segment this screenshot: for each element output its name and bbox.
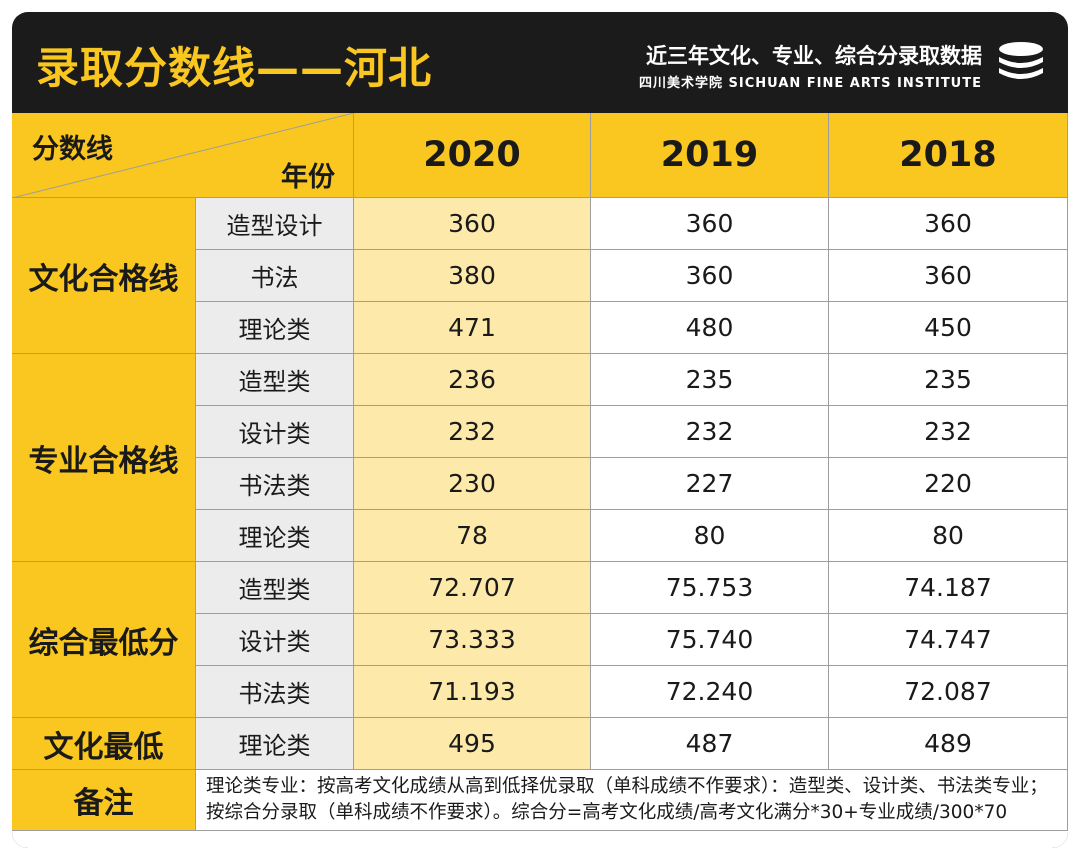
score-cell: 74.747 bbox=[829, 614, 1068, 666]
score-cell: 220 bbox=[829, 458, 1068, 510]
stacked-discs-logo-icon bbox=[999, 42, 1043, 79]
score-cell: 487 bbox=[591, 718, 829, 770]
score-cell: 489 bbox=[829, 718, 1068, 770]
score-cell: 235 bbox=[591, 354, 829, 406]
score-cell: 235 bbox=[829, 354, 1068, 406]
corner-label-year: 年份 bbox=[281, 162, 335, 193]
score-cell: 72.707 bbox=[354, 562, 591, 614]
institute-name: 四川美术学院 SICHUAN FINE ARTS INSTITUTE bbox=[639, 76, 982, 91]
row-subcategory: 书法类 bbox=[196, 666, 354, 718]
score-cell: 227 bbox=[591, 458, 829, 510]
score-cell: 230 bbox=[354, 458, 591, 510]
score-cell: 232 bbox=[829, 406, 1068, 458]
score-cell: 72.087 bbox=[829, 666, 1068, 718]
row-subcategory: 造型设计 bbox=[196, 198, 354, 250]
group-label: 文化最低 bbox=[12, 718, 196, 770]
score-card: 录取分数线——河北 近三年文化、专业、综合分录取数据 四川美术学院 SICHUA… bbox=[12, 12, 1068, 848]
row-subcategory: 造型类 bbox=[196, 354, 354, 406]
score-cell: 236 bbox=[354, 354, 591, 406]
score-cell: 80 bbox=[829, 510, 1068, 562]
row-subcategory: 理论类 bbox=[196, 302, 354, 354]
note-label: 备注 bbox=[12, 770, 196, 831]
row-subcategory: 设计类 bbox=[196, 614, 354, 666]
year-header-2019: 2019 bbox=[591, 113, 829, 198]
note-text: 理论类专业：按高考文化成绩从高到低择优录取（单科成绩不作要求）：造型类、设计类、… bbox=[196, 770, 1068, 831]
score-cell: 75.740 bbox=[591, 614, 829, 666]
score-cell: 480 bbox=[591, 302, 829, 354]
row-subcategory: 书法 bbox=[196, 250, 354, 302]
score-cell: 495 bbox=[354, 718, 591, 770]
subtitle: 近三年文化、专业、综合分录取数据 bbox=[646, 44, 982, 68]
score-cell: 360 bbox=[591, 198, 829, 250]
row-subcategory: 书法类 bbox=[196, 458, 354, 510]
score-cell: 380 bbox=[354, 250, 591, 302]
table-corner-header: 分数线 年份 bbox=[12, 113, 354, 198]
page-title: 录取分数线——河北 bbox=[36, 44, 432, 94]
header-bar: 录取分数线——河北 近三年文化、专业、综合分录取数据 四川美术学院 SICHUA… bbox=[12, 12, 1068, 112]
score-cell: 232 bbox=[354, 406, 591, 458]
corner-label-score: 分数线 bbox=[32, 134, 113, 165]
score-cell: 360 bbox=[591, 250, 829, 302]
group-label: 文化合格线 bbox=[12, 198, 196, 354]
score-cell: 360 bbox=[829, 198, 1068, 250]
score-cell: 360 bbox=[829, 250, 1068, 302]
score-cell: 80 bbox=[591, 510, 829, 562]
year-header-2020: 2020 bbox=[354, 113, 591, 198]
year-header-2018: 2018 bbox=[829, 113, 1068, 198]
corner-diagonal bbox=[12, 113, 354, 198]
score-cell: 74.187 bbox=[829, 562, 1068, 614]
score-table: 分数线 年份 2020 2019 2018 文化合格线 造型设计 360 360 360 书法 3… bbox=[12, 113, 1068, 848]
row-subcategory: 设计类 bbox=[196, 406, 354, 458]
score-cell: 78 bbox=[354, 510, 591, 562]
row-subcategory: 理论类 bbox=[196, 510, 354, 562]
score-cell: 232 bbox=[591, 406, 829, 458]
row-subcategory: 理论类 bbox=[196, 718, 354, 770]
score-cell: 360 bbox=[354, 198, 591, 250]
score-cell: 471 bbox=[354, 302, 591, 354]
score-cell: 72.240 bbox=[591, 666, 829, 718]
group-label: 专业合格线 bbox=[12, 354, 196, 562]
group-label: 综合最低分 bbox=[12, 562, 196, 718]
score-cell: 73.333 bbox=[354, 614, 591, 666]
score-cell: 450 bbox=[829, 302, 1068, 354]
row-subcategory: 造型类 bbox=[196, 562, 354, 614]
score-cell: 75.753 bbox=[591, 562, 829, 614]
score-cell: 71.193 bbox=[354, 666, 591, 718]
